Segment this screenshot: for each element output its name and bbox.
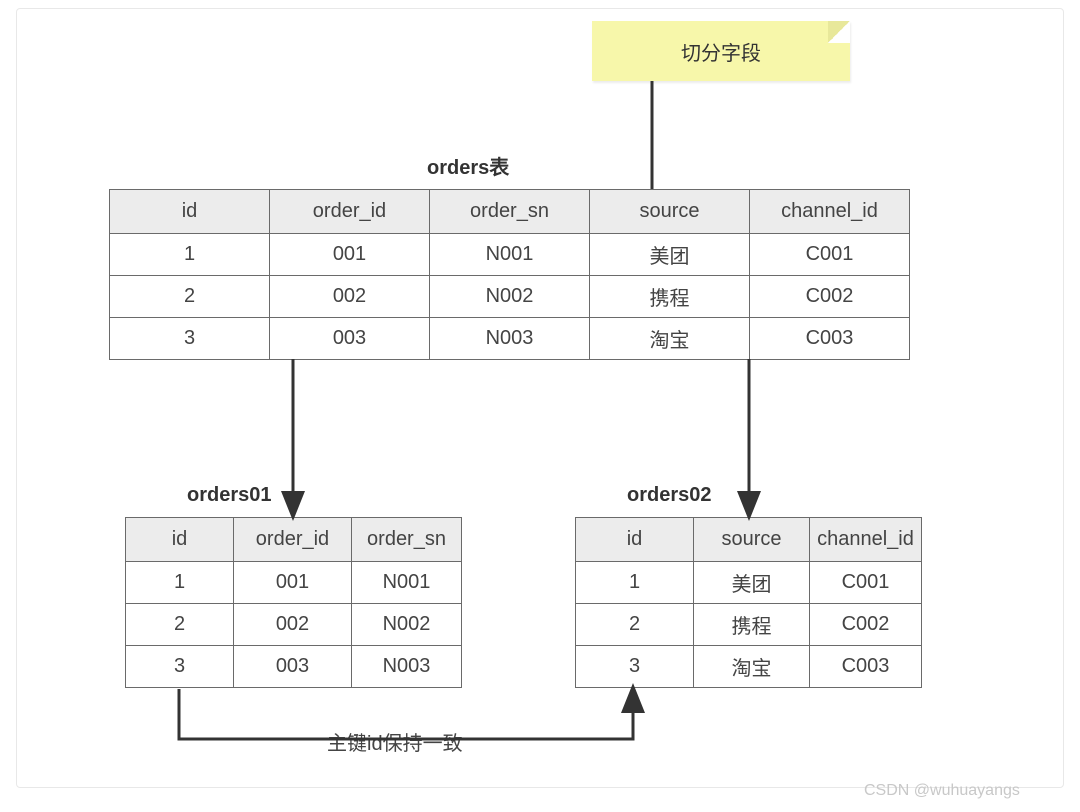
column-header: channel_id <box>750 190 910 234</box>
table-cell: C001 <box>810 562 922 604</box>
orders-table-title: orders表 <box>427 151 509 180</box>
table-cell: 2 <box>110 276 270 318</box>
table-row: 1001N001 <box>126 562 462 604</box>
table-cell: N001 <box>430 234 590 276</box>
table-cell: 携程 <box>590 276 750 318</box>
column-header: order_sn <box>430 190 590 234</box>
table-cell: N003 <box>352 646 462 688</box>
orders01-table: idorder_idorder_sn1001N0012002N0023003N0… <box>125 517 462 688</box>
table-cell: 美团 <box>590 234 750 276</box>
table-cell: 1 <box>110 234 270 276</box>
table-cell: 3 <box>576 646 694 688</box>
table-row: 2002N002 <box>126 604 462 646</box>
column-header: id <box>576 518 694 562</box>
column-header: id <box>126 518 234 562</box>
table-cell: 3 <box>110 318 270 360</box>
table-cell: 002 <box>234 604 352 646</box>
column-header: id <box>110 190 270 234</box>
table-cell: 2 <box>126 604 234 646</box>
column-header: source <box>590 190 750 234</box>
diagram-canvas: 切分字段 orders表 orders01 orders02 idorder_i… <box>16 8 1064 788</box>
table-cell: 003 <box>270 318 430 360</box>
column-header: order_id <box>270 190 430 234</box>
table-cell: N001 <box>352 562 462 604</box>
table-cell: 1 <box>576 562 694 604</box>
table-cell: 2 <box>576 604 694 646</box>
table-cell: 002 <box>270 276 430 318</box>
sticky-note-text: 切分字段 <box>681 37 761 66</box>
table-cell: 美团 <box>694 562 810 604</box>
table-cell: 001 <box>234 562 352 604</box>
table-cell: C001 <box>750 234 910 276</box>
table-cell: C002 <box>810 604 922 646</box>
column-header: order_sn <box>352 518 462 562</box>
orders-table: idorder_idorder_snsourcechannel_id1001N0… <box>109 189 910 360</box>
orders02-table-title: orders02 <box>627 484 712 507</box>
table-cell: C002 <box>750 276 910 318</box>
orders01-table-title: orders01 <box>187 484 272 507</box>
table-cell: N002 <box>430 276 590 318</box>
table-cell: C003 <box>750 318 910 360</box>
table-row: 2002N002携程C002 <box>110 276 910 318</box>
table-row: 3003N003淘宝C003 <box>110 318 910 360</box>
column-header: channel_id <box>810 518 922 562</box>
table-cell: 1 <box>126 562 234 604</box>
table-row: 1001N001美团C001 <box>110 234 910 276</box>
orders02-table: idsourcechannel_id1美团C0012携程C0023淘宝C003 <box>575 517 922 688</box>
column-header: source <box>694 518 810 562</box>
table-cell: C003 <box>810 646 922 688</box>
table-cell: N003 <box>430 318 590 360</box>
table-cell: 3 <box>126 646 234 688</box>
watermark: CSDN @wuhuayangs <box>864 782 1020 800</box>
sticky-note: 切分字段 <box>592 21 850 81</box>
table-row: 3003N003 <box>126 646 462 688</box>
table-row: 1美团C001 <box>576 562 922 604</box>
table-cell: 001 <box>270 234 430 276</box>
table-row: 2携程C002 <box>576 604 922 646</box>
table-cell: 淘宝 <box>694 646 810 688</box>
table-cell: N002 <box>352 604 462 646</box>
table-cell: 淘宝 <box>590 318 750 360</box>
table-row: 3淘宝C003 <box>576 646 922 688</box>
column-header: order_id <box>234 518 352 562</box>
primary-key-note: 主键id保持一致 <box>323 727 467 756</box>
table-cell: 携程 <box>694 604 810 646</box>
table-cell: 003 <box>234 646 352 688</box>
